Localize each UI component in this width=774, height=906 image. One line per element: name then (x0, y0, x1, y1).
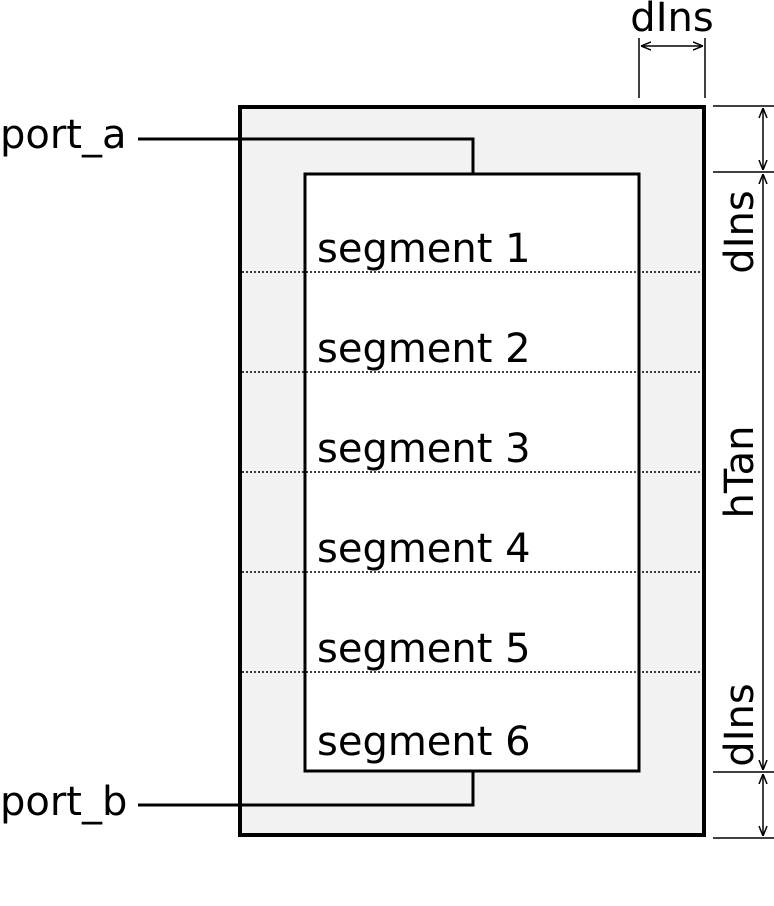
right-upper-dimension-label: dIns (717, 190, 763, 273)
top-dimension (639, 38, 705, 98)
segment-label-1: segment 1 (317, 226, 531, 272)
segment-label-3: segment 3 (317, 426, 531, 472)
segment-label-4: segment 4 (317, 526, 531, 572)
right-lower-dimension-label: dIns (717, 683, 763, 766)
segment-label-5: segment 5 (317, 626, 531, 672)
segment-label-6: segment 6 (317, 719, 531, 765)
port-b-label: port_b (0, 779, 127, 825)
right-middle-dimension-label: hTan (717, 425, 763, 518)
top-dimension-label: dIns (630, 0, 713, 41)
segment-label-2: segment 2 (317, 326, 531, 372)
port-a-label: port_a (0, 112, 127, 158)
